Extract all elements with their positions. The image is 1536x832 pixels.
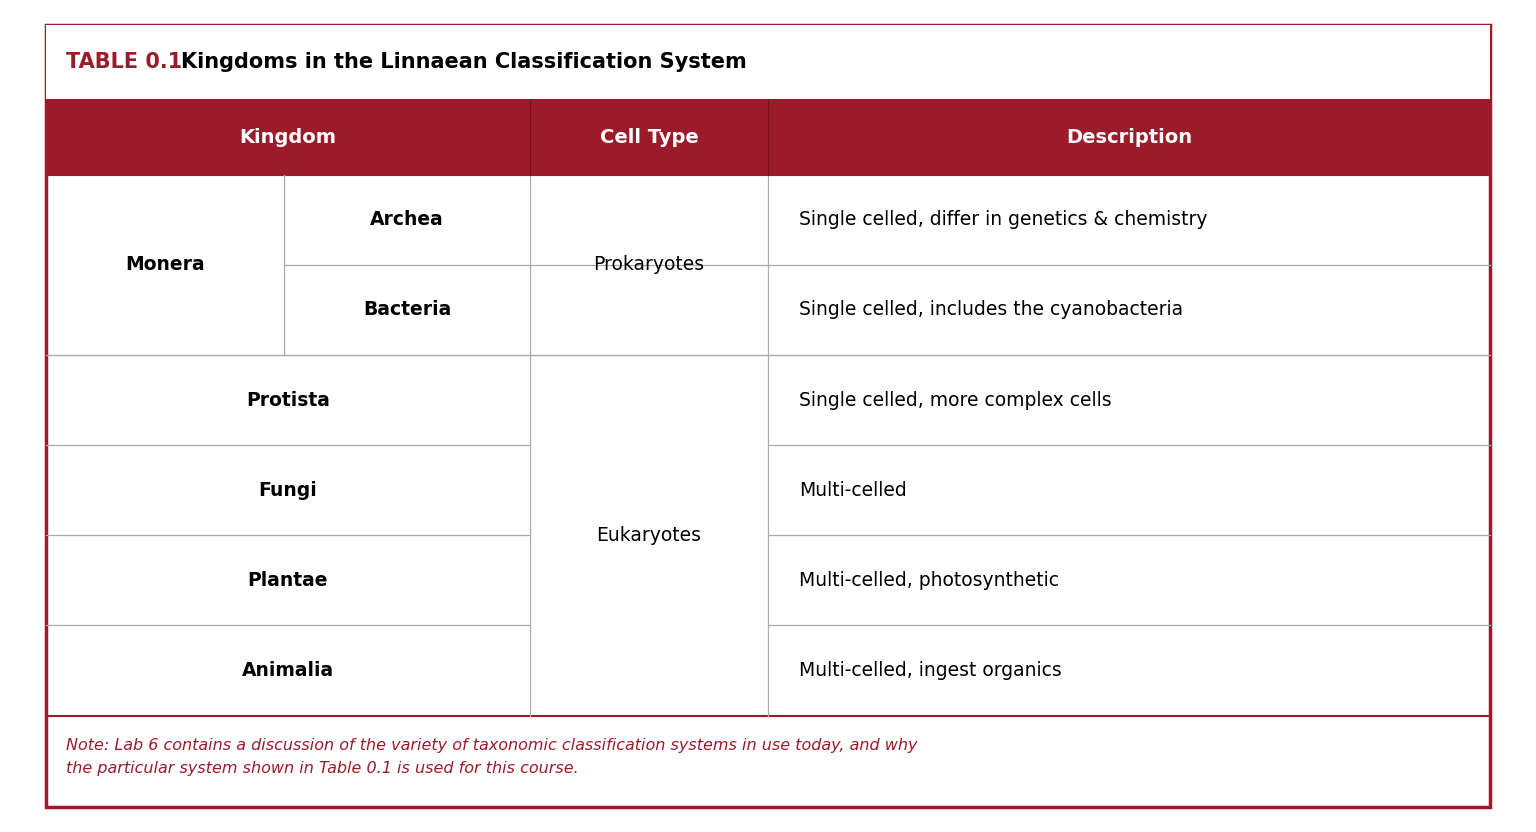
Text: Archea: Archea <box>370 210 444 230</box>
Text: Kingdom: Kingdom <box>240 128 336 146</box>
FancyBboxPatch shape <box>46 100 1490 175</box>
FancyBboxPatch shape <box>46 25 1490 807</box>
Text: Note: Lab 6 contains a discussion of the variety of taxonomic classification sys: Note: Lab 6 contains a discussion of the… <box>66 738 917 776</box>
FancyBboxPatch shape <box>46 25 1490 100</box>
Text: Multi-celled, ingest organics: Multi-celled, ingest organics <box>799 661 1061 680</box>
Text: Single celled, more complex cells: Single celled, more complex cells <box>799 390 1112 409</box>
Text: Eukaryotes: Eukaryotes <box>596 526 702 545</box>
Text: Plantae: Plantae <box>247 571 329 590</box>
Text: Multi-celled: Multi-celled <box>799 481 906 500</box>
Text: Description: Description <box>1066 128 1192 146</box>
Text: Single celled, includes the cyanobacteria: Single celled, includes the cyanobacteri… <box>799 300 1183 319</box>
Text: Protista: Protista <box>246 390 330 409</box>
Text: Prokaryotes: Prokaryotes <box>593 255 705 275</box>
Text: Bacteria: Bacteria <box>362 300 452 319</box>
Text: TABLE 0.1: TABLE 0.1 <box>66 52 183 72</box>
Text: Kingdoms in the Linnaean Classification System: Kingdoms in the Linnaean Classification … <box>181 52 746 72</box>
Text: Multi-celled, photosynthetic: Multi-celled, photosynthetic <box>799 571 1058 590</box>
Text: Single celled, differ in genetics & chemistry: Single celled, differ in genetics & chem… <box>799 210 1207 230</box>
Text: Animalia: Animalia <box>241 661 333 680</box>
Text: Cell Type: Cell Type <box>599 128 699 146</box>
Text: Fungi: Fungi <box>258 481 318 500</box>
Text: Monera: Monera <box>126 255 204 275</box>
